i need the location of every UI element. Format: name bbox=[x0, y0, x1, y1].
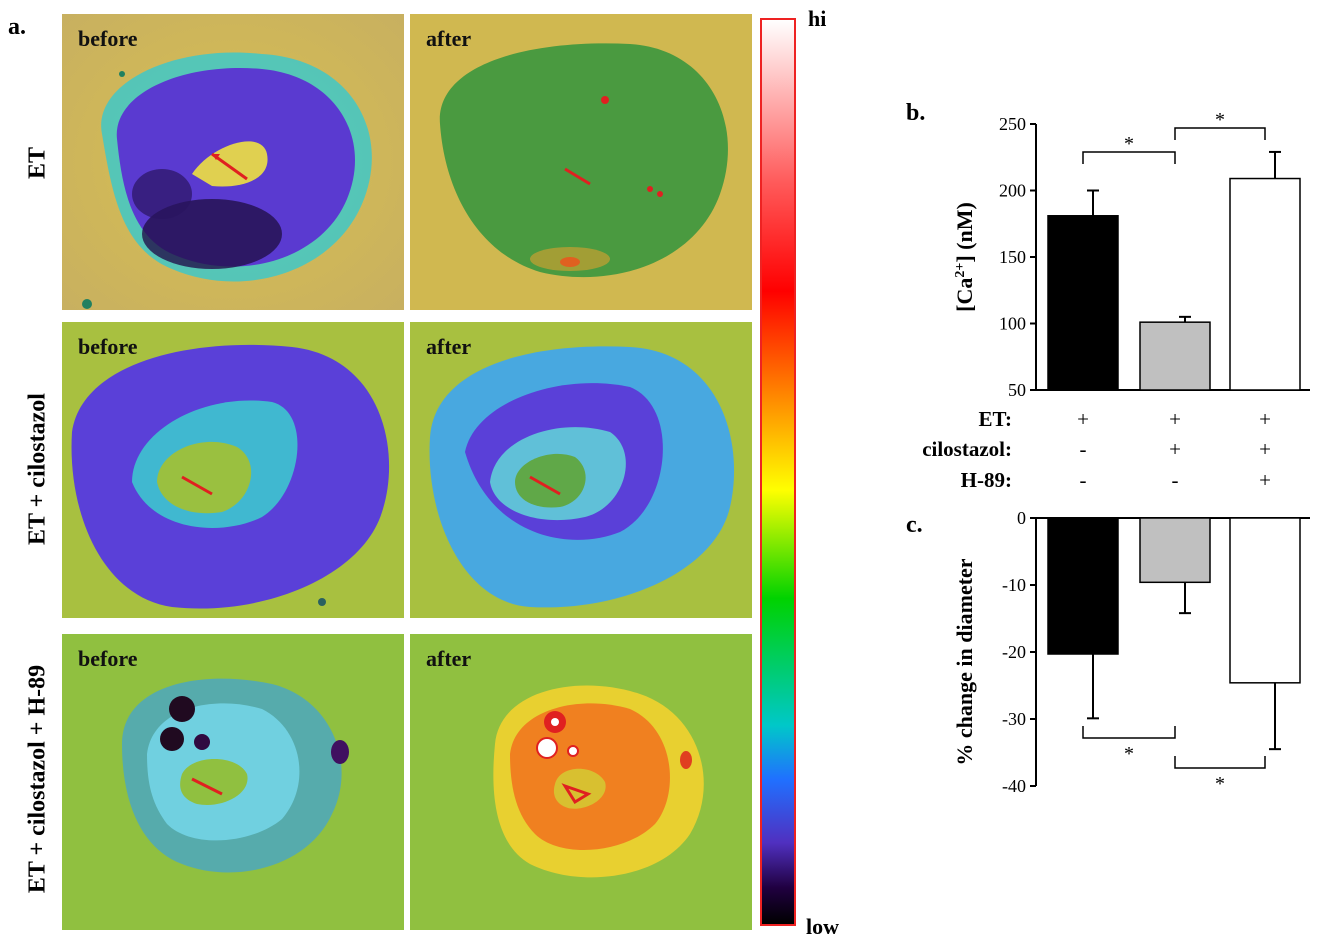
chart-c-ytick-label: 0 bbox=[1017, 508, 1026, 528]
treatment-cell: + bbox=[1259, 468, 1271, 492]
row-label-et-cilostazol-h89: ET + cilostazol + H-89 bbox=[24, 664, 51, 894]
colorbar-high-label: hi bbox=[808, 6, 827, 31]
micrograph-et-cilostazol-after: after bbox=[410, 322, 752, 618]
chart-b-significance-star: * bbox=[1215, 109, 1225, 131]
chart-c-significance-bracket bbox=[1082, 726, 1176, 739]
chart-b-ytick-label: 150 bbox=[999, 247, 1026, 267]
chart-b-bar bbox=[1139, 321, 1211, 391]
treatment-cell: + bbox=[1077, 407, 1089, 431]
treatment-cell: - bbox=[1172, 468, 1179, 492]
chart-b-bar bbox=[1047, 215, 1119, 391]
chart-c-significance-bracket bbox=[1174, 756, 1266, 769]
panel-b-letter: b. bbox=[906, 100, 926, 126]
label-before-row3: before bbox=[78, 646, 138, 671]
chart-c-significance-star: * bbox=[1215, 773, 1225, 795]
treatment-cell: + bbox=[1259, 437, 1271, 461]
chart-c-ytick-label: -30 bbox=[1002, 709, 1026, 729]
chart-b-ytick-label: 50 bbox=[1008, 380, 1026, 400]
chart-c-significance-star: * bbox=[1124, 743, 1134, 765]
chart-b-ytick-label: 200 bbox=[999, 181, 1026, 201]
label-before-row1: before bbox=[78, 26, 138, 51]
micrograph-et-after: after bbox=[410, 14, 752, 310]
treatment-cell: + bbox=[1169, 407, 1181, 431]
treatment-row-label: ET: bbox=[979, 407, 1012, 431]
micrograph-et-cilostazol-h89-before: before bbox=[62, 634, 404, 930]
micrograph-et-cilostazol-before: before bbox=[62, 322, 404, 618]
panel-c-letter: c. bbox=[906, 512, 923, 538]
row-label-et-cilostazol: ET + cilostazol bbox=[24, 393, 51, 545]
chart-b-significance-bracket bbox=[1174, 127, 1266, 140]
treatment-row-label: H-89: bbox=[961, 468, 1012, 492]
chart-c-bar bbox=[1047, 517, 1119, 655]
micrograph-et-cilostazol-h89-after: after bbox=[410, 634, 752, 930]
label-after-row2: after bbox=[426, 334, 472, 359]
chart-c-ylabel: % change in diameter bbox=[952, 558, 977, 765]
treatment-cell: - bbox=[1080, 437, 1087, 461]
treatment-cell: - bbox=[1080, 468, 1087, 492]
micrograph-et-before: before bbox=[62, 14, 404, 310]
chart-c-ytick-label: -20 bbox=[1002, 642, 1026, 662]
label-after-row1: after bbox=[426, 26, 472, 51]
intensity-colorbar bbox=[760, 18, 796, 926]
treatment-row-label: cilostazol: bbox=[922, 437, 1012, 461]
chart-b-bar bbox=[1229, 177, 1301, 391]
chart-c-ytick-label: -10 bbox=[1002, 575, 1026, 595]
chart-b-ytick-label: 100 bbox=[999, 314, 1026, 334]
panel-a-letter: a. bbox=[8, 14, 26, 40]
row-label-et: ET bbox=[24, 146, 51, 180]
label-after-row3: after bbox=[426, 646, 472, 671]
chart-b-ytick-label: 250 bbox=[999, 114, 1026, 134]
treatment-cell: + bbox=[1169, 437, 1181, 461]
chart-b-ylabel: [Ca2+] (nM) bbox=[952, 202, 977, 312]
label-before-row2: before bbox=[78, 334, 138, 359]
chart-b-significance-star: * bbox=[1124, 133, 1134, 155]
chart-c-ytick-label: -40 bbox=[1002, 776, 1026, 796]
treatment-cell: + bbox=[1259, 407, 1271, 431]
chart-b-significance-bracket bbox=[1082, 151, 1176, 164]
chart-c-bar bbox=[1229, 517, 1301, 684]
colorbar-low-label: low bbox=[806, 914, 839, 939]
chart-c-bar bbox=[1139, 517, 1211, 584]
